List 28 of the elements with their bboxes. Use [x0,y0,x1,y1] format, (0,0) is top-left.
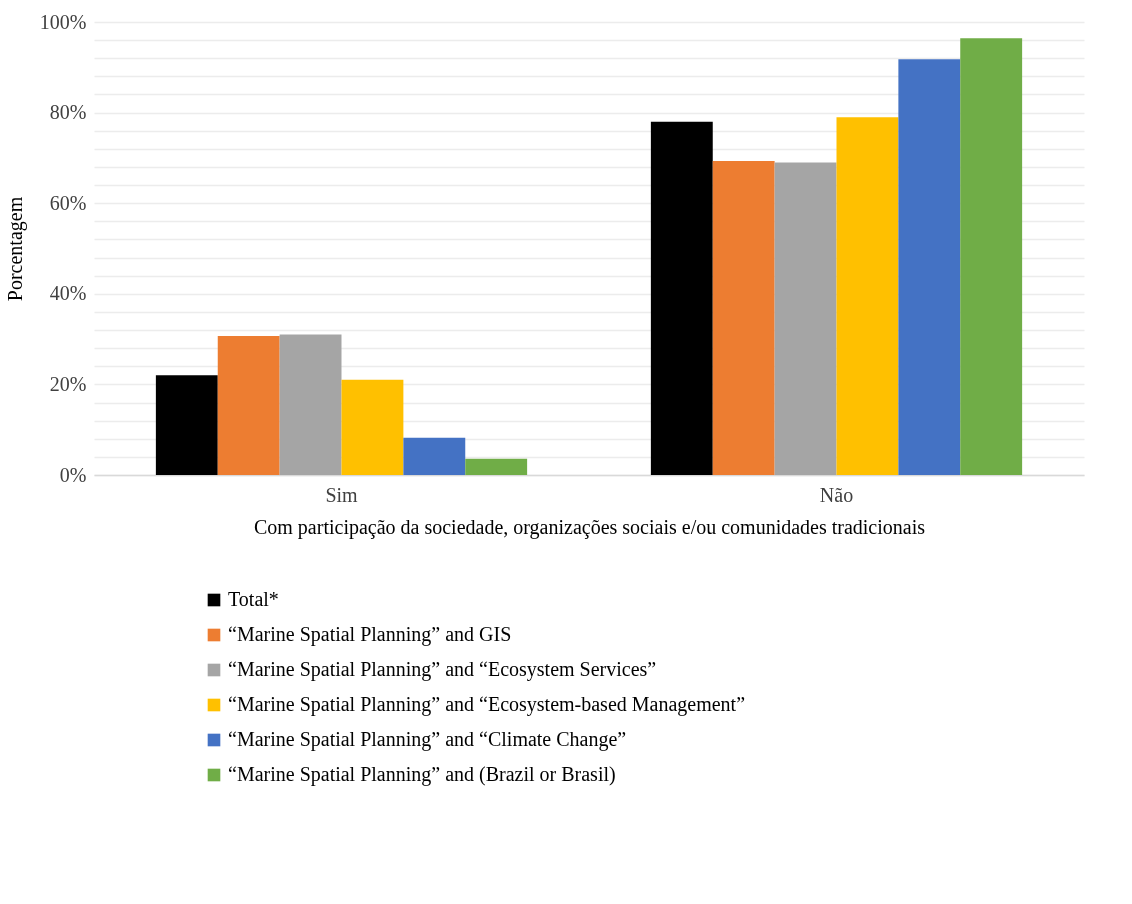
y-tick-label: 100% [39,10,87,33]
bar [341,379,404,475]
y-tick-label: 40% [49,282,87,305]
legend-label: “Marine Spatial Planning” and GIS [228,623,512,646]
bar [960,38,1023,475]
bar [898,59,961,475]
bar [217,335,280,475]
y-tick-label: 20% [49,372,87,395]
y-tick-label: 80% [49,101,87,124]
bar [279,334,342,475]
bar [836,117,899,475]
bar [650,121,713,475]
bar [712,161,775,475]
legend-label: “Marine Spatial Planning” and “Ecosystem Services” [228,658,657,681]
y-tick-label: 0% [59,463,87,486]
bar [155,375,218,475]
bar [465,458,528,475]
legend-label: “Marine Spatial Planning” and “Ecosystem-based Management” [228,693,746,716]
x-tick-label: Sim [325,483,359,506]
y-axis-title: Porcentagem [3,196,27,302]
x-axis-title: Com participação da sociedade, organizações sociais e/ou comunidades tradicionais [253,515,926,539]
bar [403,437,466,475]
legend-label: Total* [228,588,279,610]
y-tick-label: 60% [49,191,87,214]
bar [774,162,837,475]
legend-label: “Marine Spatial Planning” and (Brazil or Brasil) [228,763,616,786]
legend-label: “Marine Spatial Planning” and “Climate Change” [228,728,627,751]
x-tick-label: Não [819,483,854,506]
